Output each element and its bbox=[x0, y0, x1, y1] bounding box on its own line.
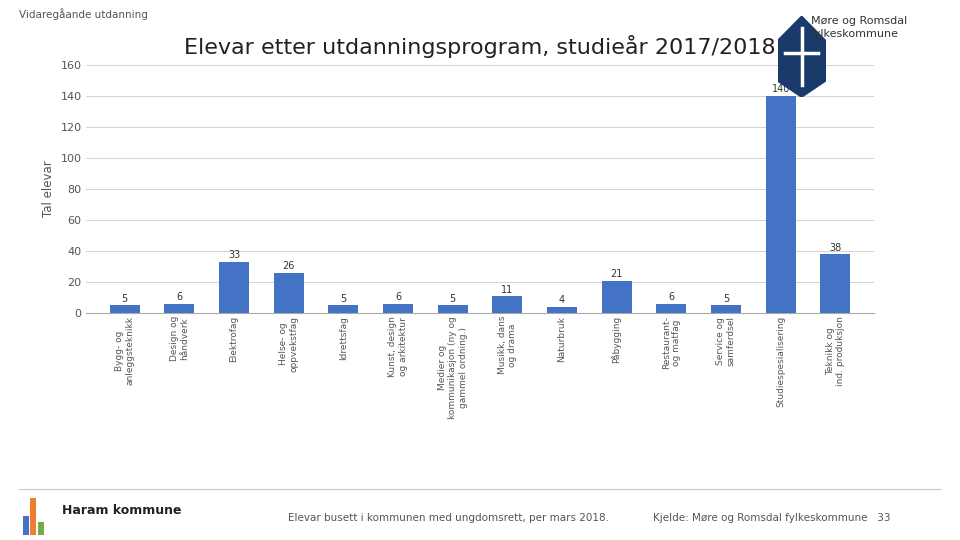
Bar bbox=[219, 262, 249, 313]
Bar bbox=[438, 306, 468, 313]
Bar bbox=[109, 306, 140, 313]
Text: Møre og Romsdal
fylkeskommune: Møre og Romsdal fylkeskommune bbox=[811, 16, 907, 39]
Bar bbox=[492, 296, 522, 313]
Bar bbox=[602, 281, 632, 313]
Text: 4: 4 bbox=[559, 295, 565, 306]
Text: Elevar etter utdanningsprogram, studieår 2017/2018: Elevar etter utdanningsprogram, studieår… bbox=[184, 35, 776, 58]
Bar bbox=[23, 516, 29, 535]
Bar bbox=[274, 273, 303, 313]
Bar bbox=[164, 304, 194, 313]
Text: 33: 33 bbox=[228, 251, 240, 260]
Text: 6: 6 bbox=[177, 292, 182, 302]
Bar bbox=[547, 307, 577, 313]
Bar bbox=[383, 304, 413, 313]
Text: Elevar busett i kommunen med ungdomsrett, per mars 2018.: Elevar busett i kommunen med ungdomsrett… bbox=[288, 514, 609, 523]
Bar bbox=[820, 254, 851, 313]
Text: 5: 5 bbox=[723, 294, 730, 304]
Text: 26: 26 bbox=[282, 261, 295, 271]
Bar bbox=[328, 306, 358, 313]
Text: 21: 21 bbox=[611, 269, 623, 279]
Text: Haram kommune: Haram kommune bbox=[62, 504, 181, 517]
Text: Vidaregåande utdanning: Vidaregåande utdanning bbox=[19, 8, 148, 20]
Polygon shape bbox=[778, 16, 826, 97]
Y-axis label: Tal elevar: Tal elevar bbox=[42, 160, 55, 218]
Text: 6: 6 bbox=[668, 292, 674, 302]
Text: 5: 5 bbox=[340, 294, 347, 304]
Text: 5: 5 bbox=[449, 294, 456, 304]
Bar bbox=[30, 498, 36, 535]
Bar bbox=[711, 306, 741, 313]
Text: 6: 6 bbox=[395, 292, 401, 302]
Text: 140: 140 bbox=[772, 84, 790, 94]
Text: 5: 5 bbox=[122, 294, 128, 304]
Bar bbox=[766, 96, 796, 313]
Text: Kjelde: Møre og Romsdal fylkeskommune   33: Kjelde: Møre og Romsdal fylkeskommune 33 bbox=[653, 514, 890, 523]
Text: 11: 11 bbox=[501, 285, 514, 295]
Bar bbox=[37, 522, 43, 535]
Text: 38: 38 bbox=[829, 242, 842, 253]
Bar bbox=[657, 304, 686, 313]
